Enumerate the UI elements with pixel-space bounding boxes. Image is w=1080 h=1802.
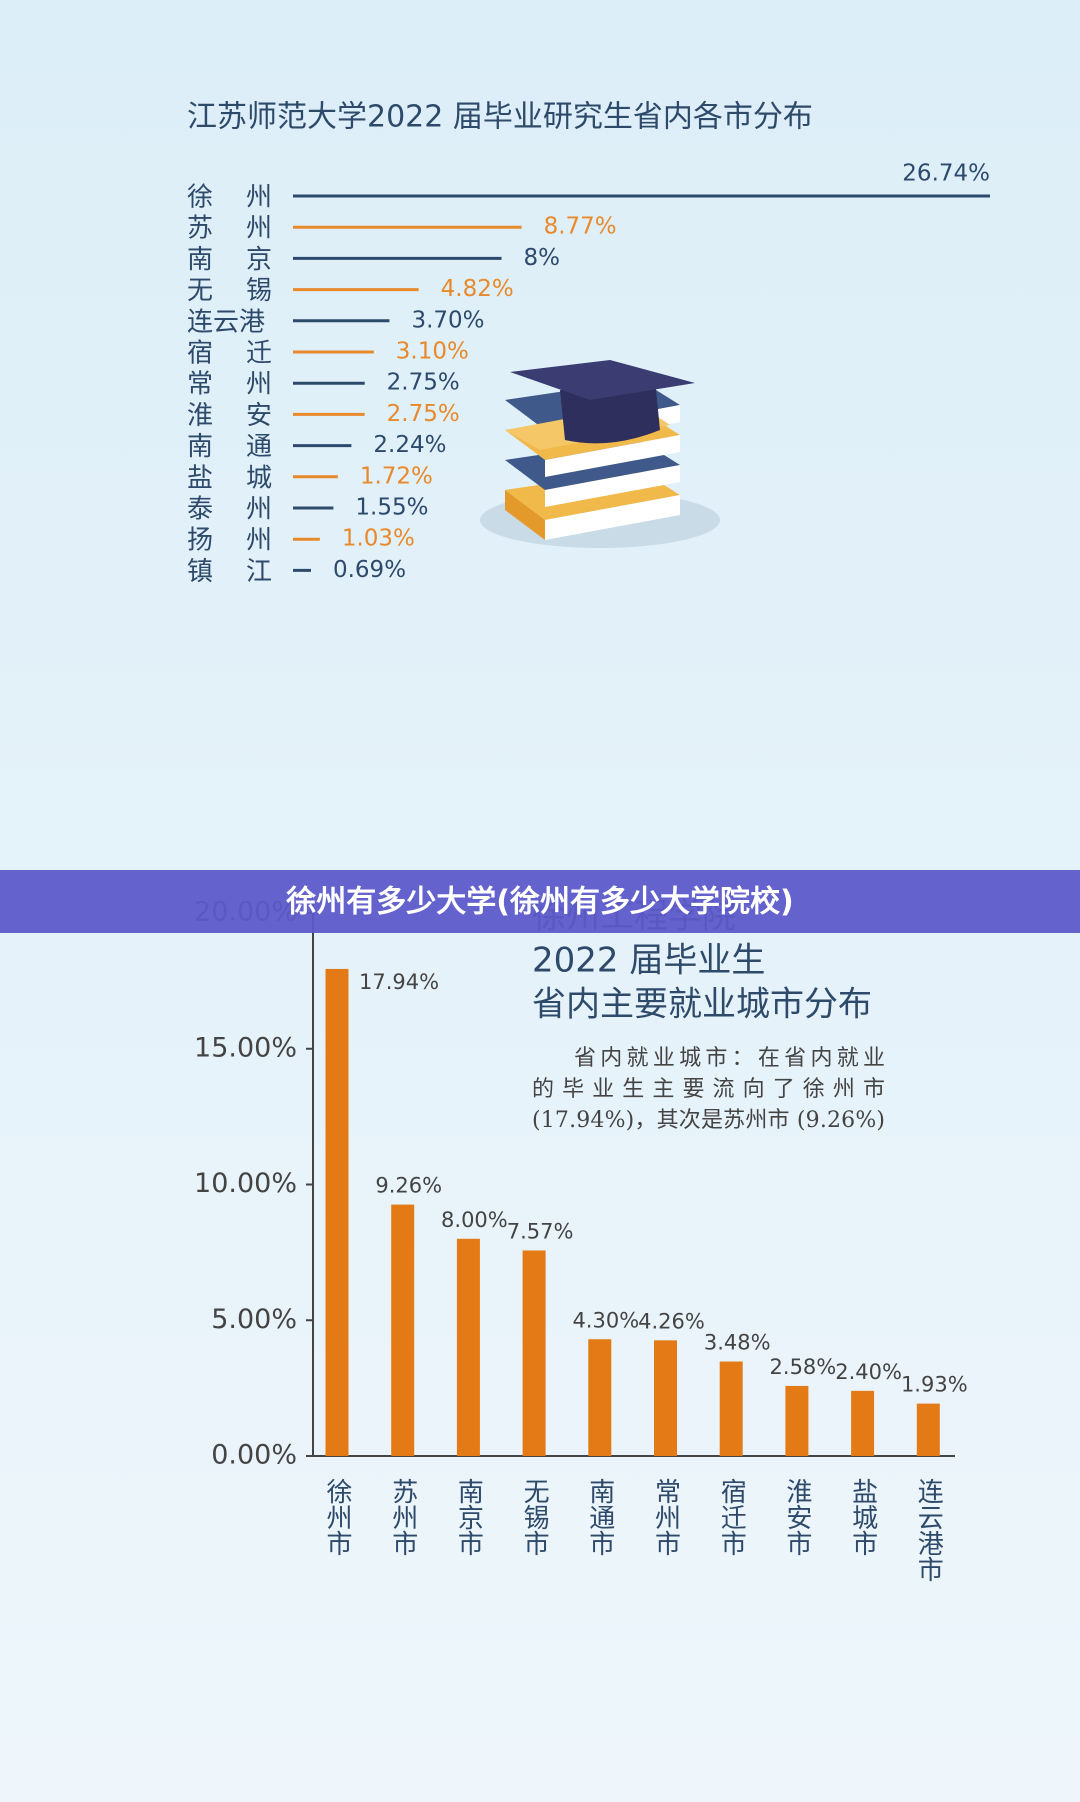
value-label: 4.30% xyxy=(572,1308,639,1332)
value-label: 0.69% xyxy=(333,557,406,583)
bar xyxy=(456,1238,480,1456)
x-tick-label: 苏州市 xyxy=(388,1478,418,1556)
chart-title: 2022 届毕业生 xyxy=(532,941,765,981)
value-label: 1.03% xyxy=(342,526,415,552)
value-label: 1.93% xyxy=(901,1373,968,1397)
value-label: 3.48% xyxy=(704,1331,771,1355)
bar xyxy=(522,1250,546,1456)
category-label: 连云港 xyxy=(187,307,265,337)
value-label: 3.10% xyxy=(396,339,469,365)
value-label: 4.82% xyxy=(441,276,514,302)
x-tick-label: 南通市 xyxy=(585,1478,615,1556)
y-tick-label: 15.00% xyxy=(194,1032,297,1063)
y-tick-label: 5.00% xyxy=(211,1304,297,1335)
value-label: 2.75% xyxy=(387,401,460,427)
x-tick-label: 南京市 xyxy=(453,1478,483,1556)
bar xyxy=(391,1204,415,1456)
chart-title: 省内主要就业城市分布 xyxy=(532,985,872,1025)
value-label: 2.75% xyxy=(387,370,460,396)
banner-title: 徐州有多少大学(徐州有多少大学院校) xyxy=(285,885,793,920)
books-illustration xyxy=(480,360,720,548)
bar xyxy=(916,1403,940,1456)
value-label: 26.74% xyxy=(902,161,990,187)
banner xyxy=(0,870,1080,933)
y-tick-label: 10.00% xyxy=(194,1168,297,1199)
x-tick-label: 徐州市 xyxy=(322,1478,352,1556)
bar xyxy=(851,1390,875,1456)
value-label: 2.58% xyxy=(770,1355,837,1379)
bar xyxy=(654,1340,677,1456)
annotation: (17.94%)，其次是苏州市 (9.26%) xyxy=(532,1108,885,1133)
value-label: 8.00% xyxy=(441,1208,508,1232)
value-label: 1.72% xyxy=(360,463,433,489)
value-label: 2.40% xyxy=(835,1360,902,1384)
bar xyxy=(785,1385,809,1456)
value-label: 2.24% xyxy=(373,432,446,458)
value-label: 3.70% xyxy=(411,307,484,333)
bar xyxy=(719,1361,743,1456)
value-label: 4.26% xyxy=(638,1309,705,1333)
value-label: 1.55% xyxy=(355,495,428,521)
y-tick-label: 0.00% xyxy=(211,1440,297,1471)
value-label: 17.94% xyxy=(359,970,439,994)
x-tick-label: 盐城市 xyxy=(848,1478,878,1556)
chart-title: 江苏师范大学2022 届毕业研究生省内各市分布 xyxy=(187,100,813,135)
bar xyxy=(588,1339,612,1456)
x-tick-label: 连云港市 xyxy=(913,1478,943,1582)
value-label: 8.77% xyxy=(544,214,617,240)
x-tick-label: 淮安市 xyxy=(782,1478,812,1556)
x-tick-label: 常州市 xyxy=(651,1478,681,1556)
x-tick-label: 无锡市 xyxy=(519,1478,549,1556)
x-tick-label: 宿迁市 xyxy=(716,1478,746,1556)
value-label: 8% xyxy=(524,245,561,271)
value-label: 7.57% xyxy=(507,1219,574,1243)
bar xyxy=(325,968,349,1456)
value-label: 9.26% xyxy=(375,1174,442,1198)
